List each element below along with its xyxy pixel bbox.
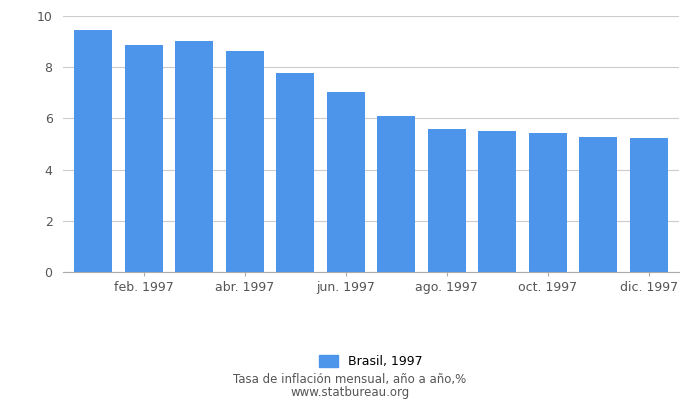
Text: Tasa de inflación mensual, año a año,%: Tasa de inflación mensual, año a año,% [233,373,467,386]
Bar [630,138,668,272]
Text: www.statbureau.org: www.statbureau.org [290,386,410,399]
Bar [428,129,466,272]
Bar [276,73,314,272]
Bar [377,116,415,272]
Bar [580,137,617,272]
Bar [528,133,567,272]
Bar [478,131,516,272]
Bar [125,45,162,272]
Bar [327,92,365,272]
Bar [74,30,112,272]
Legend: Brasil, 1997: Brasil, 1997 [314,350,428,373]
Bar [226,51,264,272]
Bar [175,41,214,272]
